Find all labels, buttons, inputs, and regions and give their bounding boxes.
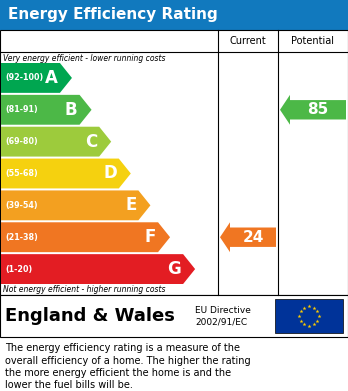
Text: E: E (125, 196, 136, 214)
Text: (55-68): (55-68) (5, 169, 38, 178)
Polygon shape (220, 222, 276, 252)
Text: C: C (85, 133, 97, 151)
Polygon shape (1, 95, 92, 125)
Bar (0, 30, 348, 295)
Polygon shape (1, 63, 72, 93)
Text: Potential: Potential (292, 36, 334, 46)
Text: (81-91): (81-91) (5, 105, 38, 114)
Text: (21-38): (21-38) (5, 233, 38, 242)
Polygon shape (1, 222, 170, 252)
Polygon shape (280, 95, 346, 125)
Text: 24: 24 (242, 230, 264, 245)
Polygon shape (1, 127, 111, 156)
Text: D: D (103, 165, 117, 183)
Text: 85: 85 (307, 102, 329, 117)
Text: (39-54): (39-54) (5, 201, 38, 210)
Text: Current: Current (230, 36, 266, 46)
Bar (275, 299, 343, 333)
Polygon shape (1, 159, 131, 188)
Bar (0, 0, 348, 30)
Bar (0, 295, 348, 337)
Text: (92-100): (92-100) (5, 74, 43, 83)
Text: F: F (145, 228, 156, 246)
Text: England & Wales: England & Wales (5, 307, 175, 325)
Text: overall efficiency of a home. The higher the rating: overall efficiency of a home. The higher… (5, 355, 251, 366)
Text: Not energy efficient - higher running costs: Not energy efficient - higher running co… (3, 285, 166, 294)
Text: lower the fuel bills will be.: lower the fuel bills will be. (5, 380, 133, 391)
Text: G: G (167, 260, 181, 278)
Text: (69-80): (69-80) (5, 137, 38, 146)
Text: Energy Efficiency Rating: Energy Efficiency Rating (8, 7, 218, 23)
Text: Very energy efficient - lower running costs: Very energy efficient - lower running co… (3, 54, 166, 63)
Text: the more energy efficient the home is and the: the more energy efficient the home is an… (5, 368, 231, 378)
Text: A: A (45, 69, 58, 87)
Text: The energy efficiency rating is a measure of the: The energy efficiency rating is a measur… (5, 343, 240, 353)
Text: B: B (65, 101, 78, 119)
Polygon shape (1, 254, 195, 284)
Polygon shape (1, 190, 150, 220)
Text: (1-20): (1-20) (5, 265, 32, 274)
Text: EU Directive
2002/91/EC: EU Directive 2002/91/EC (195, 306, 251, 326)
